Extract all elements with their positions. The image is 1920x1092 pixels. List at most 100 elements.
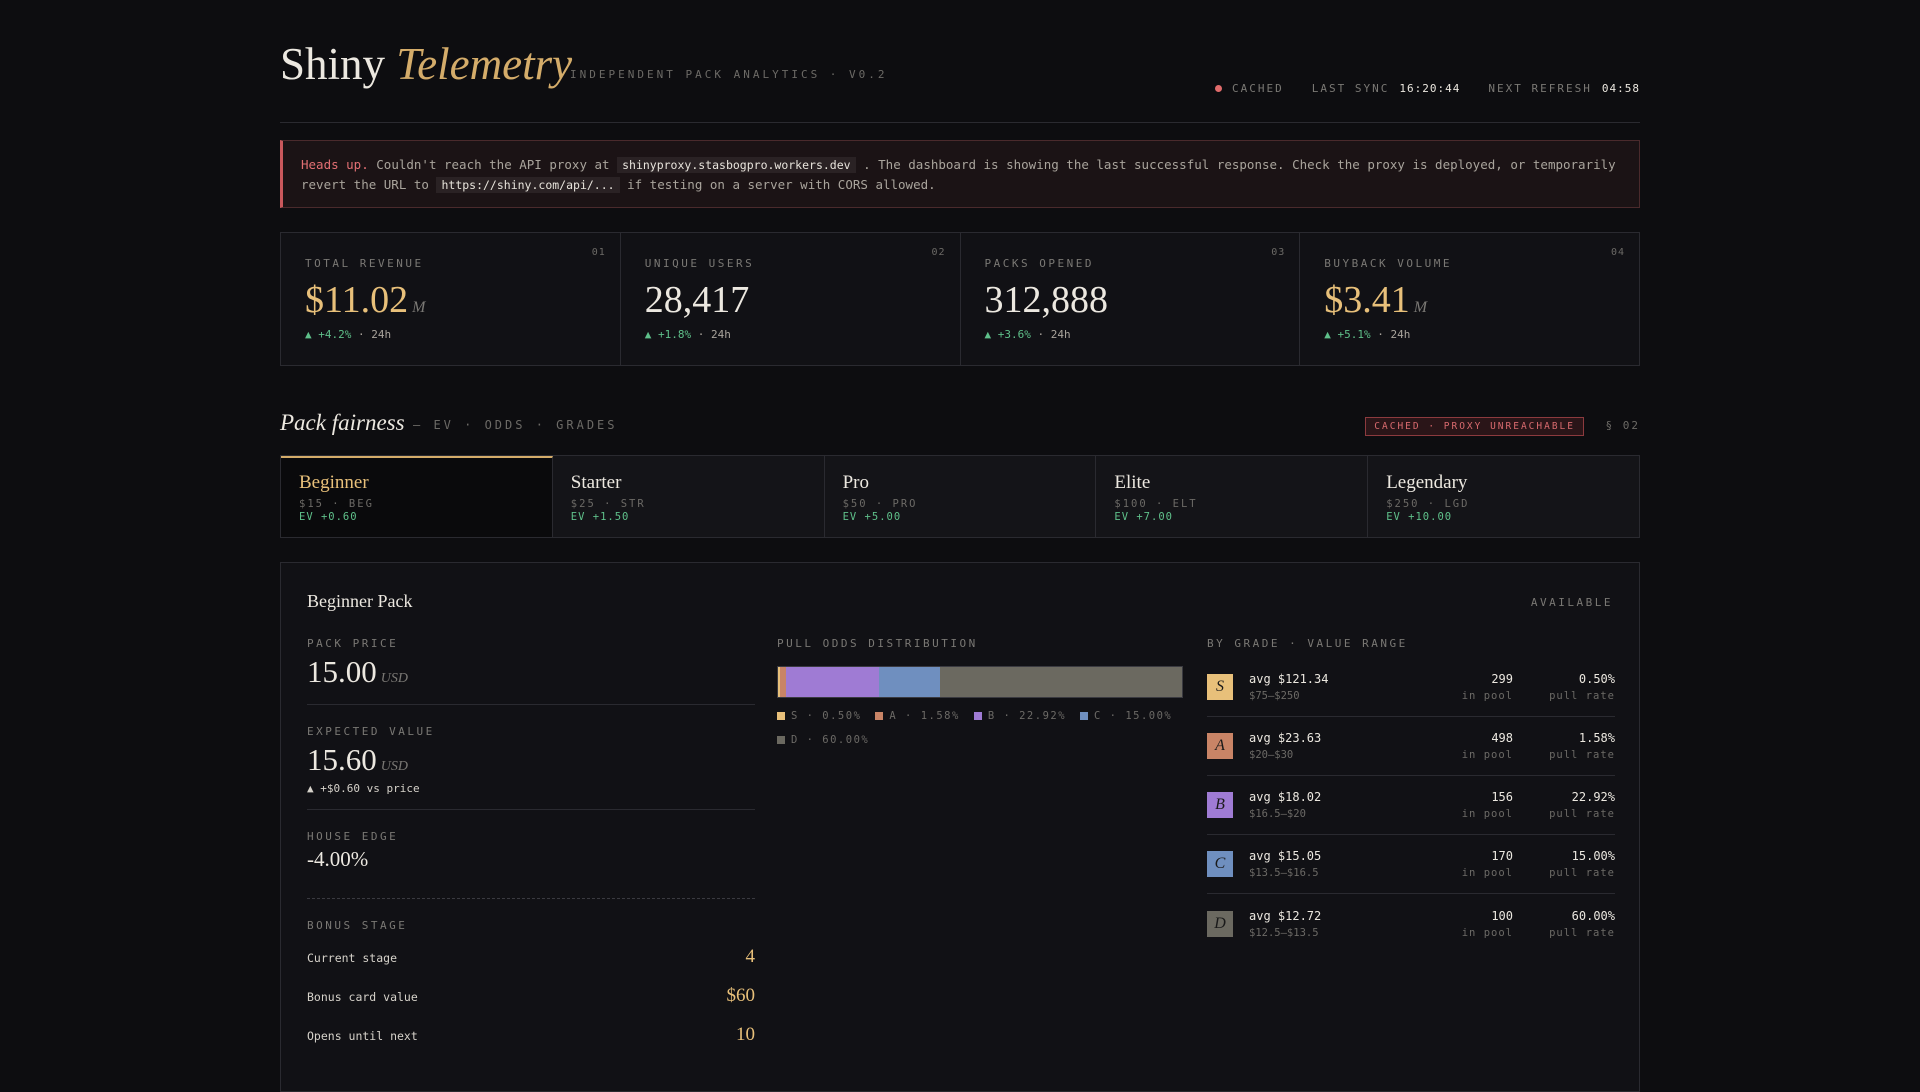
bonus-row: Current stage 4: [307, 932, 755, 971]
bonus-stage-label: BONUS STAGE: [307, 919, 408, 932]
pool-label: in pool: [1461, 926, 1513, 939]
stat-total-revenue: 01 TOTAL REVENUE $11.02 M ▲ +4.2% · 24h: [281, 233, 621, 365]
pool-count: 170: [1491, 849, 1513, 863]
tab-name: Beginner: [299, 472, 369, 493]
odds-segment-a: [780, 667, 787, 697]
stat-label: TOTAL REVENUE: [305, 257, 424, 270]
alert-text-3: if testing on a server with CORS allowed…: [627, 177, 936, 192]
stat-number: 01: [591, 247, 606, 258]
bonus-value: 10: [736, 1024, 755, 1045]
grade-rate: 22.92% pull rate: [1549, 790, 1615, 820]
brand-accent: Telemetry: [396, 39, 573, 89]
brand-main: Shiny: [280, 39, 386, 89]
grade-rate: 1.58% pull rate: [1549, 731, 1615, 761]
status-badge: CACHED · PROXY UNREACHABLE: [1365, 417, 1584, 436]
legend-label: A · 1.58%: [889, 710, 960, 722]
house-edge-label: HOUSE EDGE: [307, 830, 399, 843]
pack-price-value: 15.00 USD: [307, 654, 408, 689]
pack-metrics: PACK PRICE 15.00 USD EXPECTED VALUE 15.60…: [307, 637, 755, 1049]
grade-rate: 60.00% pull rate: [1549, 909, 1615, 939]
stat-unique-users: 02 UNIQUE USERS 28,417 ▲ +1.8% · 24h: [621, 233, 961, 365]
pool-label: in pool: [1461, 808, 1513, 820]
grade-range: $20–$30: [1249, 749, 1294, 761]
alert-text-1: Couldn't reach the API proxy at: [376, 157, 610, 172]
section-header: Pack fairness — EV · ODDS · GRADES CACHE…: [280, 410, 1640, 440]
tab-meta: $250 · LGD: [1386, 498, 1470, 510]
brand-subtitle: INDEPENDENT PACK ANALYTICS · V0.2: [570, 68, 888, 81]
odds-segment-d: [939, 667, 1182, 697]
grade-pool: 299 in pool: [1462, 672, 1513, 702]
stat-number: 02: [931, 247, 946, 258]
legend-swatch: [973, 712, 982, 720]
section-number: § 02: [1605, 419, 1640, 432]
pull-rate-label: pull rate: [1549, 808, 1615, 820]
bonus-row: Bonus card value $60: [307, 971, 755, 1010]
tab-ev: EV +10.00: [1386, 511, 1453, 523]
grade-table-label: BY GRADE · VALUE RANGE: [1207, 637, 1408, 650]
grade-pool: 170 in pool: [1462, 849, 1513, 879]
expected-value-value: 15.60 USD: [307, 742, 408, 777]
legend-swatch: [777, 712, 785, 720]
tab-starter[interactable]: Starter $25 · STR EV +1.50: [553, 456, 825, 537]
pull-rate: 22.92%: [1571, 790, 1615, 804]
brand-title: Shiny Telemetry: [280, 38, 572, 90]
tab-meta: $15 · BEG: [299, 498, 374, 510]
bonus-value: 4: [745, 946, 756, 967]
grade-range: $16.5–$20: [1249, 808, 1306, 820]
grade-avg: avg $12.72: [1249, 908, 1322, 923]
tab-pro[interactable]: Pro $50 · PRO EV +5.00: [825, 456, 1097, 537]
stat-value: 28,417: [644, 279, 750, 321]
bonus-value: $60: [726, 985, 756, 1006]
house-edge: HOUSE EDGE -4.00%: [307, 830, 755, 899]
pull-odds-label: PULL ODDS DISTRIBUTION: [777, 637, 978, 650]
grade-badge: C: [1207, 851, 1233, 877]
legend-label: S · 0.50%: [791, 710, 862, 722]
legend-item-c: C · 15.00%: [1080, 710, 1172, 722]
odds-segment-c: [878, 667, 940, 697]
status-label: CACHED: [1232, 82, 1284, 95]
section-subtitle: — EV · ODDS · GRADES: [413, 418, 618, 432]
pull-rate: 1.58%: [1578, 731, 1615, 745]
tab-name: Pro: [842, 472, 869, 493]
stat-unit: M: [1413, 299, 1428, 316]
pack-detail-panel: Beginner Pack AVAILABLE PACK PRICE 15.00…: [280, 562, 1640, 1092]
legend-swatch: [875, 712, 884, 720]
legend-item-b: B · 22.92%: [973, 710, 1067, 722]
legend-item-s: S · 0.50%: [777, 710, 861, 722]
tab-legendary[interactable]: Legendary $250 · LGD EV +10.00: [1368, 456, 1639, 537]
grade-info: avg $121.34 $75–$250: [1249, 672, 1328, 702]
stat-label: UNIQUE USERS: [644, 257, 755, 270]
alert-revert-url: https://shiny.com/api/...: [436, 177, 620, 193]
legend-swatch: [777, 736, 785, 744]
grade-avg: avg $121.34: [1249, 672, 1329, 686]
pool-count: 156: [1491, 790, 1513, 804]
legend-item-d: D · 60.00%: [777, 734, 869, 746]
legend-swatch: [1080, 712, 1089, 720]
bonus-key: Bonus card value: [307, 990, 418, 1004]
tab-elite[interactable]: Elite $100 · ELT EV +7.00: [1096, 456, 1369, 537]
page-header: Shiny Telemetry INDEPENDENT PACK ANALYTI…: [280, 0, 1640, 123]
grade-pool: 498 in pool: [1462, 731, 1513, 761]
legend-label: B · 22.92%: [987, 710, 1067, 722]
pool-label: in pool: [1461, 690, 1513, 702]
grade-range: $12.5–$13.5: [1249, 926, 1319, 939]
tab-name: Legendary: [1386, 472, 1468, 493]
grade-rate: 15.00% pull rate: [1549, 849, 1615, 879]
stat-number: 04: [1610, 247, 1625, 258]
pool-label: in pool: [1461, 867, 1513, 879]
pool-count: 100: [1491, 908, 1513, 923]
odds-segment-b: [786, 667, 879, 697]
legend-item-a: A · 1.58%: [875, 710, 959, 722]
pool-label: in pool: [1461, 749, 1513, 761]
grade-range: $75–$250: [1249, 690, 1300, 702]
tab-beginner[interactable]: Beginner $15 · BEG EV +0.60: [281, 456, 553, 537]
pack-price: PACK PRICE 15.00 USD: [307, 637, 755, 705]
pack-price-label: PACK PRICE: [307, 637, 399, 650]
legend-label: D · 60.00%: [791, 734, 870, 746]
pull-rate: 60.00%: [1571, 908, 1615, 923]
availability-status: AVAILABLE: [1530, 596, 1613, 609]
